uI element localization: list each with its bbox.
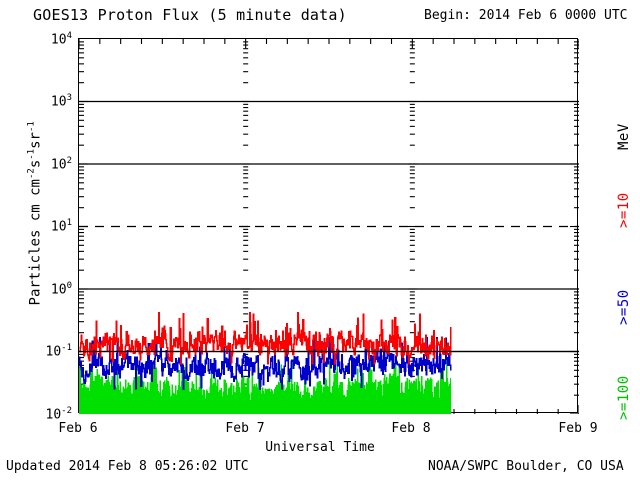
begin-timestamp: Begin: 2014 Feb 6 0000 UTC (424, 8, 628, 23)
x-axis-title: Universal Time (265, 440, 375, 455)
y-tick-1e1: 101 (50, 218, 72, 235)
legend-item-ge10: >=10 (616, 192, 632, 228)
axis-ticks-layer (79, 39, 579, 414)
y-tick-1e-1: 10-1 (45, 343, 73, 360)
flux-plot (79, 39, 579, 414)
y-tick-1e0: 100 (50, 281, 72, 298)
plot-area (78, 38, 579, 414)
series-0 (79, 311, 452, 365)
chart-title: GOES13 Proton Flux (5 minute data) (33, 6, 347, 24)
flux-series-layer (79, 311, 452, 414)
updated-timestamp: Updated 2014 Feb 8 05:26:02 UTC (6, 459, 249, 474)
legend-unit-mev: MeV (616, 123, 632, 150)
x-tick-feb9: Feb 9 (558, 421, 598, 436)
x-tick-feb8: Feb 8 (391, 421, 431, 436)
gridlines-layer (79, 100, 579, 353)
agency-credit: NOAA/SWPC Boulder, CO USA (428, 459, 624, 474)
y-tick-1e3: 103 (50, 93, 72, 110)
y-tick-1e2: 102 (50, 156, 72, 173)
y-tick-1e-2: 10-2 (45, 406, 73, 423)
x-tick-feb7: Feb 7 (225, 421, 265, 436)
x-tick-feb6: Feb 6 (58, 421, 98, 436)
y-tick-1e4: 104 (50, 31, 72, 48)
legend-item-ge50: >=50 (616, 289, 632, 325)
series-2 (79, 357, 451, 414)
legend-item-ge100: >=100 (616, 375, 632, 420)
